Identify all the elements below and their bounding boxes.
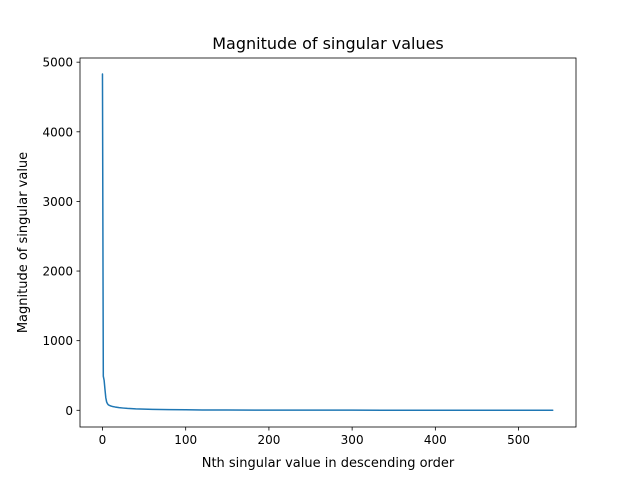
series-layer	[101, 73, 554, 412]
plot-frame	[79, 57, 577, 428]
y-tick-label: 3000	[42, 195, 73, 209]
y-tick-label: 1000	[42, 334, 73, 348]
x-tick-label: 400	[424, 433, 447, 447]
x-tick-label: 200	[257, 433, 280, 447]
y-tick-label: 0	[65, 404, 73, 418]
x-tick-label: 300	[341, 433, 364, 447]
x-tick-label: 500	[507, 433, 530, 447]
x-tick-label: 0	[99, 433, 107, 447]
chart-title: Magnitude of singular values	[212, 34, 444, 53]
y-tick-label: 5000	[42, 56, 73, 70]
y-axis-label: Magnitude of singular value	[16, 152, 31, 333]
x-tick-label: 100	[174, 433, 197, 447]
plot-area	[80, 58, 576, 427]
series-line	[101, 73, 554, 412]
y-tick-label: 2000	[42, 265, 73, 279]
y-tick-label: 4000	[42, 125, 73, 139]
x-axis-label: Nth singular value in descending order	[202, 456, 455, 471]
